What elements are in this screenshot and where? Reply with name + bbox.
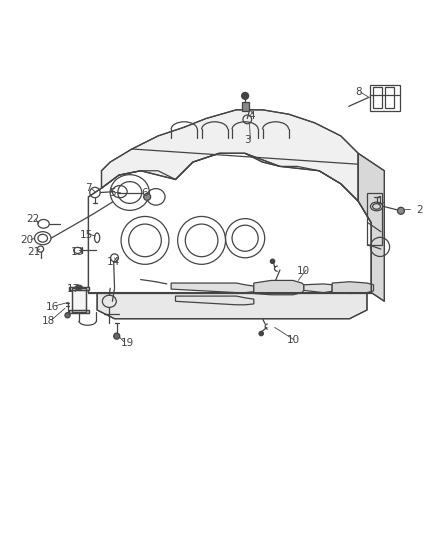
Text: 22: 22 (26, 214, 39, 224)
Bar (385, 87, 394, 108)
Text: 7: 7 (85, 183, 92, 193)
Text: 2: 2 (416, 205, 423, 215)
Bar (69, 287, 89, 290)
Bar (72, 288, 86, 312)
Polygon shape (176, 296, 254, 305)
Text: 8: 8 (355, 87, 362, 98)
Text: 5: 5 (109, 188, 116, 198)
Polygon shape (358, 154, 385, 301)
Text: 18: 18 (42, 316, 55, 326)
Text: 13: 13 (71, 247, 84, 257)
Circle shape (259, 332, 263, 336)
Text: 14: 14 (107, 257, 120, 267)
Polygon shape (97, 293, 367, 319)
Polygon shape (332, 282, 374, 294)
Polygon shape (171, 283, 254, 293)
Bar (69, 310, 89, 313)
Text: 16: 16 (46, 302, 60, 312)
Text: 21: 21 (28, 247, 41, 257)
Circle shape (270, 259, 275, 263)
Polygon shape (102, 110, 358, 201)
Bar (69, 310, 89, 313)
Text: 3: 3 (244, 135, 251, 146)
Text: 4: 4 (248, 111, 255, 122)
Bar (69, 287, 89, 290)
Bar (72, 288, 86, 312)
Bar (367, 192, 382, 245)
Bar (371, 85, 400, 111)
Text: 17: 17 (67, 284, 80, 294)
Polygon shape (88, 154, 371, 293)
Text: 10: 10 (297, 266, 311, 276)
Circle shape (397, 207, 404, 214)
Ellipse shape (75, 285, 82, 289)
Text: 6: 6 (142, 188, 148, 198)
Bar (242, 102, 249, 111)
Polygon shape (254, 280, 304, 295)
Polygon shape (304, 284, 332, 293)
Circle shape (65, 313, 70, 318)
Text: 10: 10 (286, 335, 300, 345)
Circle shape (242, 92, 249, 99)
Bar (373, 87, 382, 108)
Text: 19: 19 (121, 338, 134, 348)
Text: 15: 15 (80, 230, 93, 240)
Circle shape (144, 193, 151, 200)
Text: 20: 20 (20, 235, 33, 245)
Circle shape (114, 333, 120, 339)
Text: 1: 1 (377, 196, 383, 206)
